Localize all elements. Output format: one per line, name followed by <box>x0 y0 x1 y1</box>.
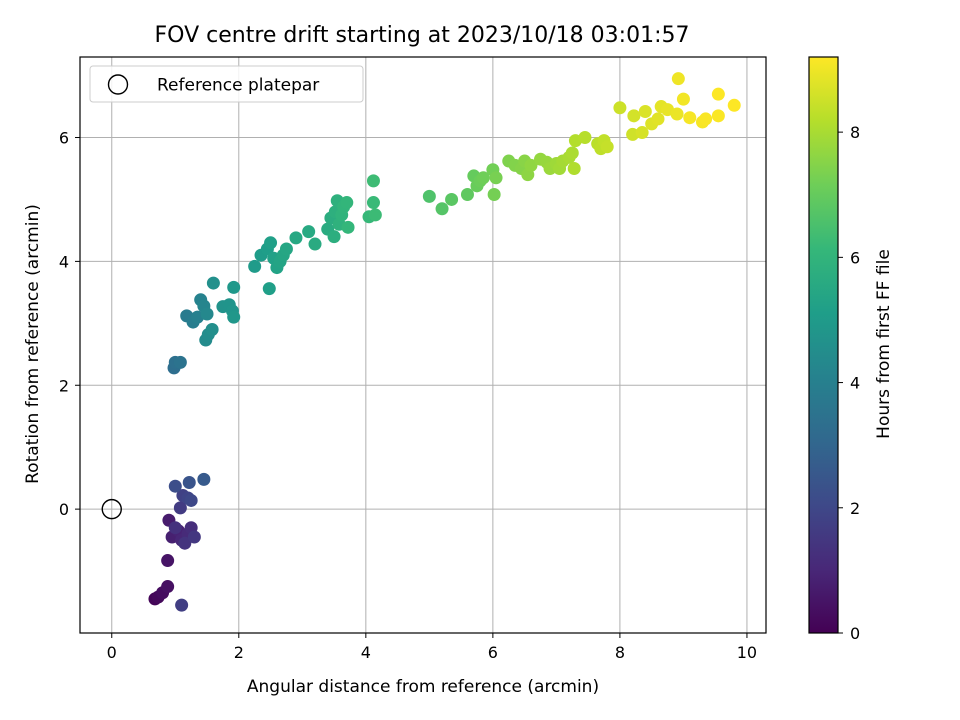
data-point <box>489 171 503 185</box>
data-point <box>227 280 241 294</box>
x-tick-label: 4 <box>361 643 371 662</box>
data-point <box>487 187 501 201</box>
data-point <box>727 98 741 112</box>
data-point <box>308 237 322 251</box>
y-tick-label: 6 <box>59 129 69 148</box>
data-point <box>200 307 214 321</box>
x-tick-label: 10 <box>737 643 757 662</box>
colorbar-tick-label: 0 <box>850 624 860 643</box>
data-point <box>264 236 278 250</box>
x-tick-label: 2 <box>234 643 244 662</box>
data-point <box>651 112 665 126</box>
data-point <box>578 131 592 145</box>
plot-frame <box>79 56 767 634</box>
colorbar <box>808 56 839 634</box>
data-point <box>178 536 192 550</box>
chart-title: FOV centre drift starting at 2023/10/18 … <box>155 23 690 48</box>
data-point <box>676 92 690 106</box>
colorbar-tick-label: 2 <box>850 499 860 518</box>
data-point <box>173 355 187 369</box>
data-point <box>366 196 380 210</box>
colorbar-tick-label: 8 <box>850 123 860 142</box>
data-point <box>161 554 175 568</box>
data-point <box>422 189 436 203</box>
data-point <box>161 580 175 594</box>
x-axis-label: Angular distance from reference (arcmin) <box>247 677 599 697</box>
y-axis-label: Rotation from reference (arcmin) <box>23 204 43 484</box>
data-point <box>635 126 649 140</box>
data-point <box>638 105 652 119</box>
data-point <box>289 231 303 245</box>
data-point <box>460 187 474 201</box>
data-point <box>206 276 220 290</box>
y-tick-label: 2 <box>59 376 69 395</box>
data-point <box>341 220 355 234</box>
data-point <box>248 259 262 273</box>
data-point <box>205 323 219 337</box>
data-point <box>435 202 449 216</box>
data-point <box>445 192 459 206</box>
data-point <box>175 598 189 612</box>
colorbar-ticks: 0 2 4 6 8 <box>838 123 860 643</box>
data-point <box>262 282 276 296</box>
data-point <box>613 101 627 115</box>
data-point <box>368 208 382 222</box>
colorbar-label: Hours from first FF file <box>874 249 894 439</box>
data-point <box>711 109 725 123</box>
legend: Reference platepar <box>89 65 364 103</box>
data-point <box>340 196 354 210</box>
data-point <box>366 174 380 188</box>
legend-marker <box>107 74 129 95</box>
data-point <box>670 107 684 121</box>
legend-box <box>89 65 364 103</box>
y-tick-label: 4 <box>59 252 69 271</box>
data-point <box>671 72 685 86</box>
y-tick-label: 0 <box>59 500 69 519</box>
data-point <box>476 171 490 185</box>
data-point <box>184 493 198 507</box>
data-point <box>279 242 293 256</box>
x-tick-label: 0 <box>107 643 117 662</box>
data-point <box>302 225 316 239</box>
data-point <box>567 161 581 175</box>
data-point <box>600 140 614 154</box>
data-point <box>182 475 196 489</box>
x-axis-ticks: 0 2 4 6 8 10 <box>107 633 757 662</box>
data-point <box>187 530 201 544</box>
colorbar-tick-label: 6 <box>850 248 860 267</box>
data-point <box>565 146 579 160</box>
y-axis-ticks: 0 2 4 6 <box>59 129 80 519</box>
data-point <box>168 479 182 493</box>
data-point <box>227 310 241 324</box>
x-tick-label: 6 <box>488 643 498 662</box>
colorbar-tick-label: 4 <box>850 374 860 393</box>
data-point <box>327 230 341 244</box>
legend-entry-reference-platepar: Reference platepar <box>157 76 319 96</box>
x-tick-label: 8 <box>615 643 625 662</box>
data-point <box>711 87 725 101</box>
data-point <box>168 521 182 535</box>
data-point <box>699 112 713 126</box>
grid-lines <box>80 57 766 633</box>
reference-platepar-marker <box>101 498 122 520</box>
data-point <box>683 111 697 125</box>
reference-marker-group <box>101 498 122 520</box>
data-point <box>173 501 187 515</box>
data-point <box>197 472 211 486</box>
data-point <box>627 109 641 123</box>
data-point <box>524 158 538 172</box>
data-points <box>148 72 741 612</box>
